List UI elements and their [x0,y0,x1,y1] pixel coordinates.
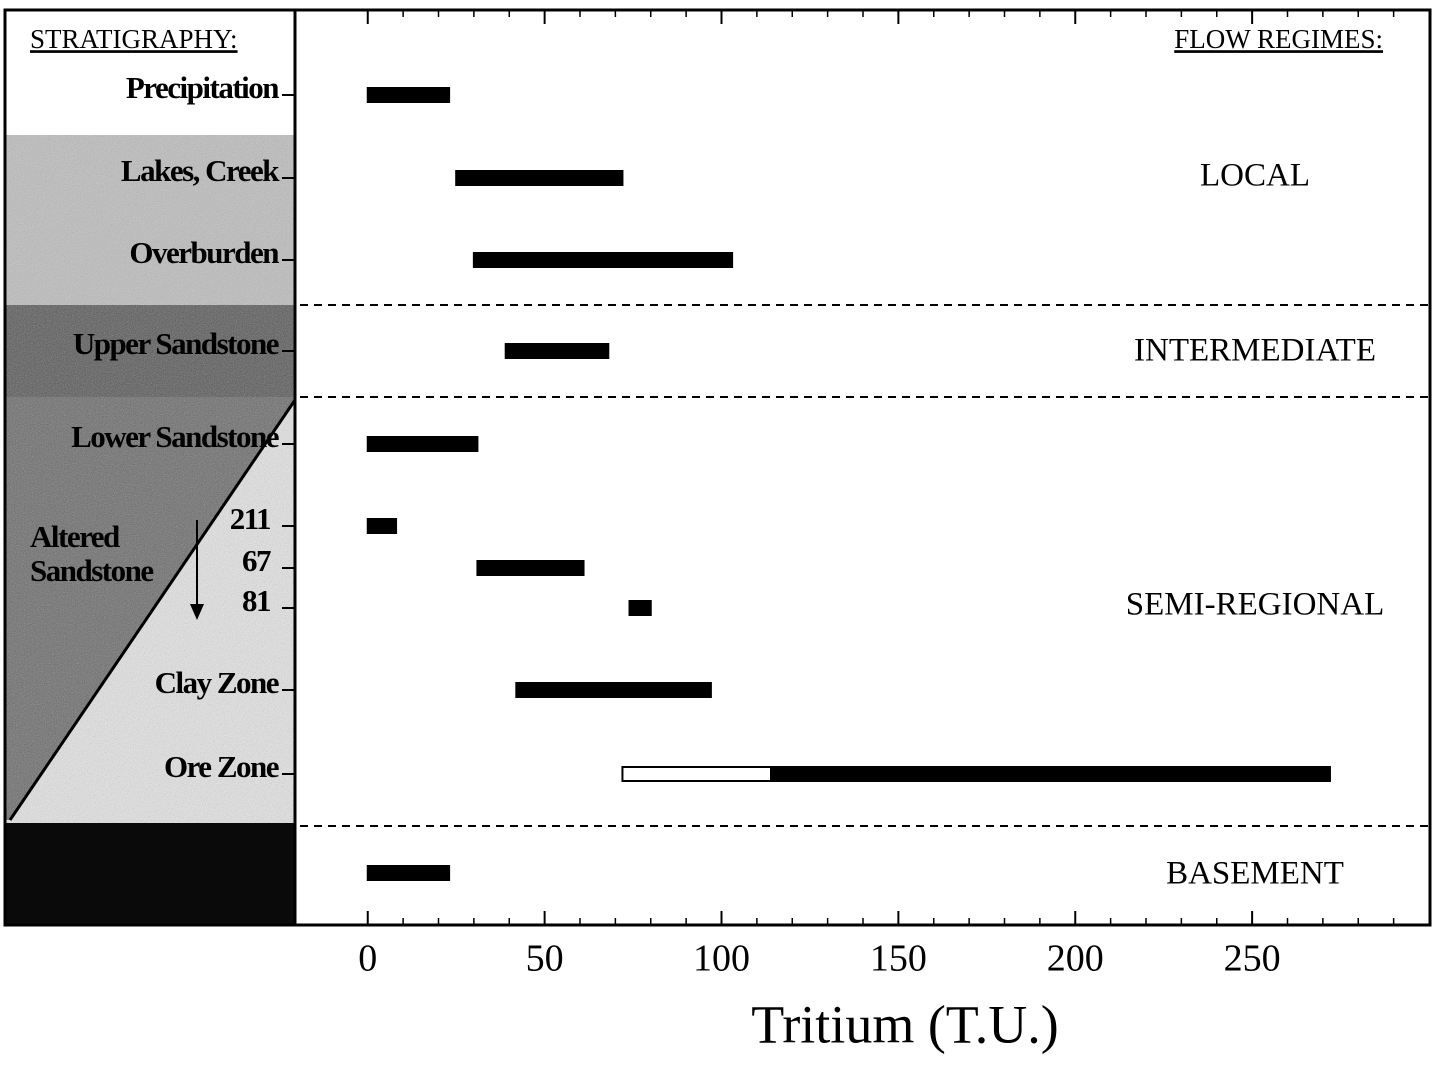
regime-label: SEMI-REGIONAL [1126,587,1384,623]
altered-label: Sandstone [30,553,153,588]
x-axis-label: Tritium (T.U.) [751,994,1059,1054]
range-bar [628,600,652,616]
strata-shading [5,135,297,925]
range-bar [770,766,1331,782]
regime-label: BASEMENT [1166,856,1344,892]
range-bar [515,682,712,698]
regime-label: INTERMEDIATE [1134,333,1376,369]
x-tick-label: 150 [870,938,927,980]
row-label: Clay Zone [155,665,279,700]
range-bar [366,865,451,881]
row-label: Precipitation [126,70,279,105]
regime-label: LOCAL [1200,158,1310,194]
x-tick-label: 50 [526,938,564,980]
range-bar [504,343,610,359]
right-title: FLOW REGIMES: [1174,24,1383,54]
range-bar [366,87,451,103]
x-tick-label: 200 [1047,938,1104,980]
left-title: STRATIGRAPHY: [30,24,238,54]
row-label: 211 [230,501,270,536]
plot-frame [293,8,1432,927]
x-tick-label: 250 [1224,938,1281,980]
range-bar [455,170,624,186]
row-label: Lakes, Creek [121,153,280,188]
regime-dividers [300,304,1430,827]
row-label: Ore Zone [164,749,279,784]
x-tick-label: 0 [358,938,377,980]
row-label: Lower Sandstone [71,419,279,454]
range-bar [472,252,734,268]
row-label: 81 [242,583,270,618]
altered-label: Altered [30,519,120,554]
row-label: Overburden [129,235,279,270]
range-bar [366,518,398,534]
range-bar [476,560,585,576]
range-bar [621,766,773,782]
x-tick-label: 100 [693,938,750,980]
row-label: Upper Sandstone [73,326,279,361]
row-label: 67 [242,543,271,578]
range-bar [366,436,479,452]
